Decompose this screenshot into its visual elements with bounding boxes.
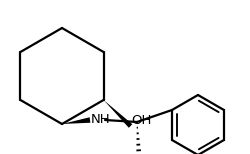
Polygon shape bbox=[62, 117, 90, 124]
Polygon shape bbox=[104, 100, 132, 128]
Text: NH: NH bbox=[91, 113, 111, 126]
Text: OH: OH bbox=[132, 114, 152, 127]
